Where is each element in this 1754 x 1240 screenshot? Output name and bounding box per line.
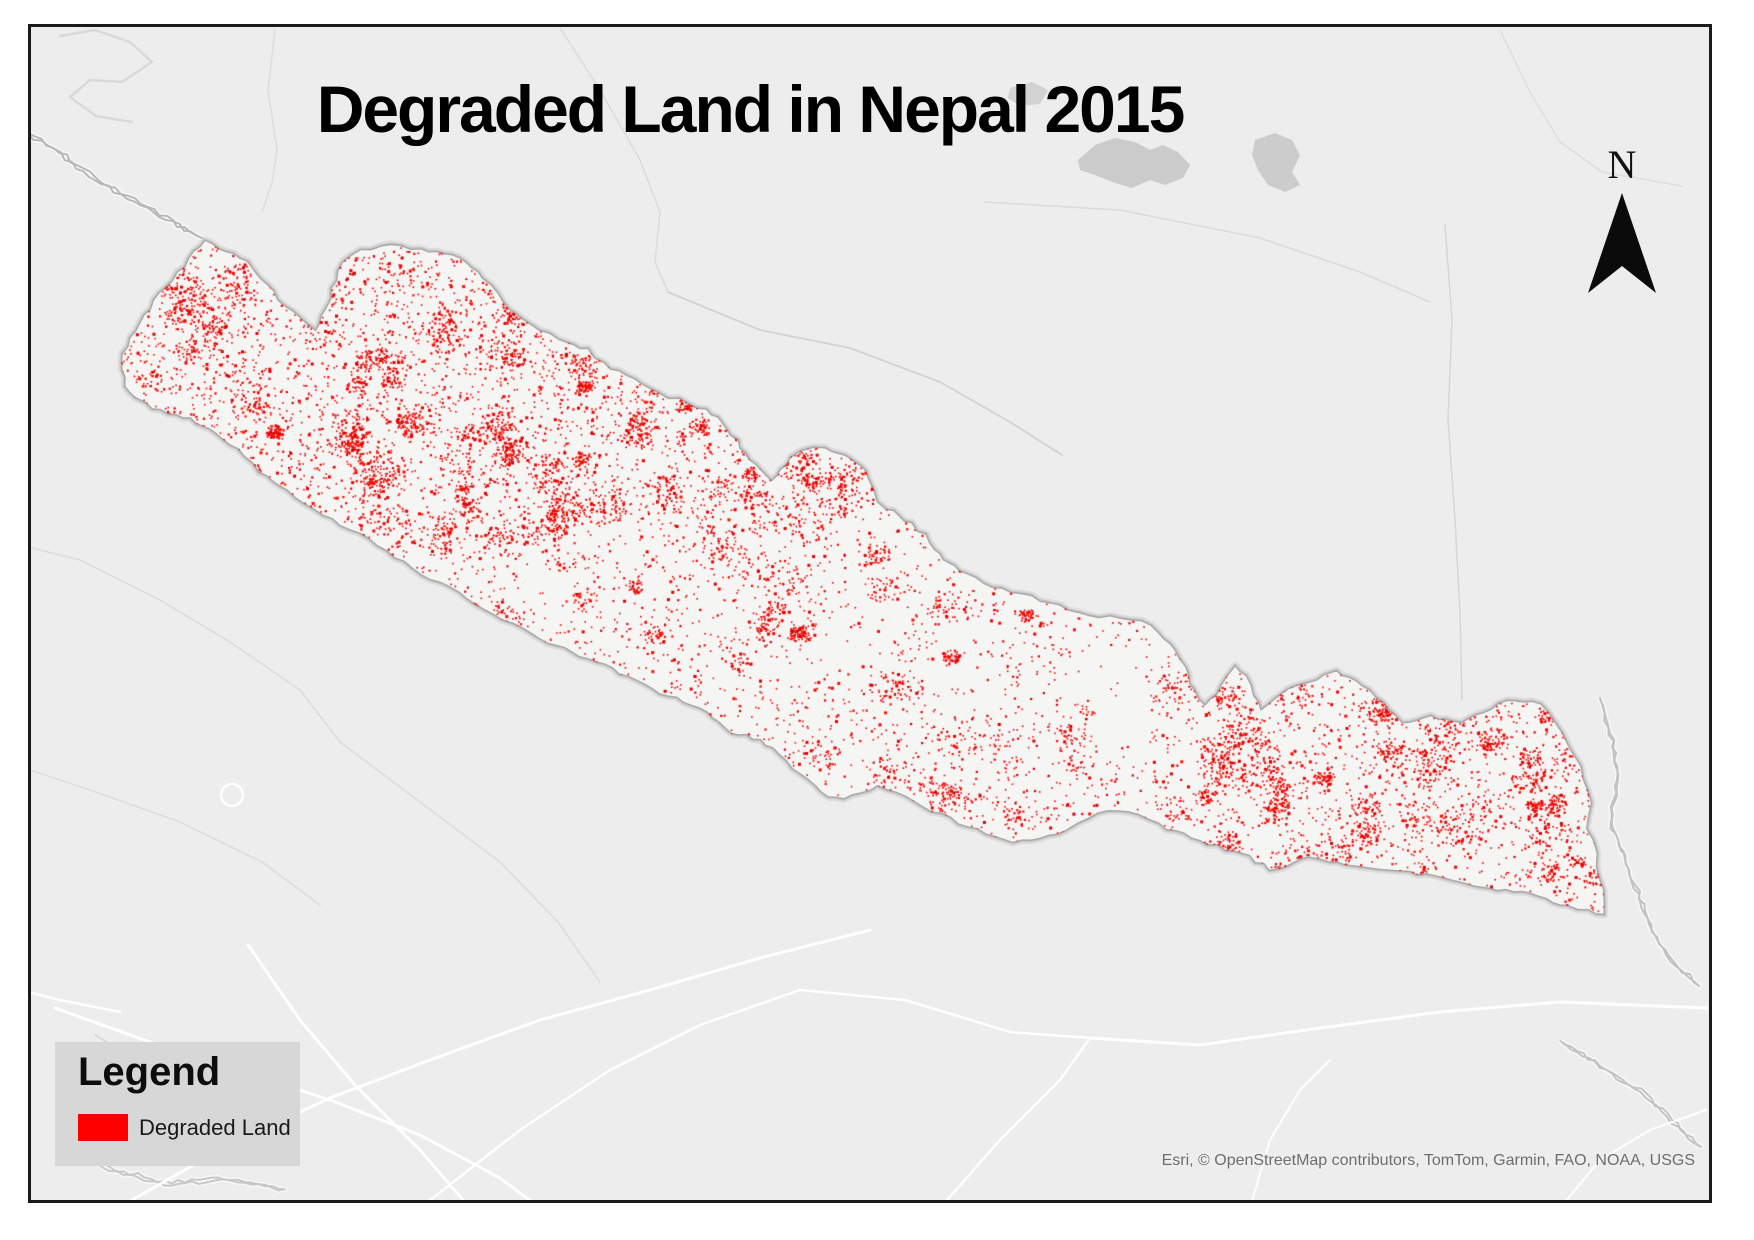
map-frame: Degraded Land in Nepal 2015 N Legend Deg… <box>28 24 1712 1203</box>
north-arrow: N <box>1588 145 1656 300</box>
legend-swatch-degraded-land <box>78 1114 128 1141</box>
north-arrow-icon <box>1588 193 1656 293</box>
north-arrow-label: N <box>1607 142 1637 187</box>
legend-item-label: Degraded Land <box>139 1114 291 1140</box>
map-title: Degraded Land in Nepal 2015 <box>316 72 1186 146</box>
legend-item-degraded-land: Degraded Land <box>78 1114 291 1141</box>
legend-box: Legend Degraded Land <box>55 1042 300 1166</box>
attribution: Esri, © OpenStreetMap contributors, TomT… <box>1161 1152 1695 1169</box>
legend-title: Legend <box>78 1050 221 1094</box>
degraded-land-dot-layer <box>31 27 1709 1200</box>
